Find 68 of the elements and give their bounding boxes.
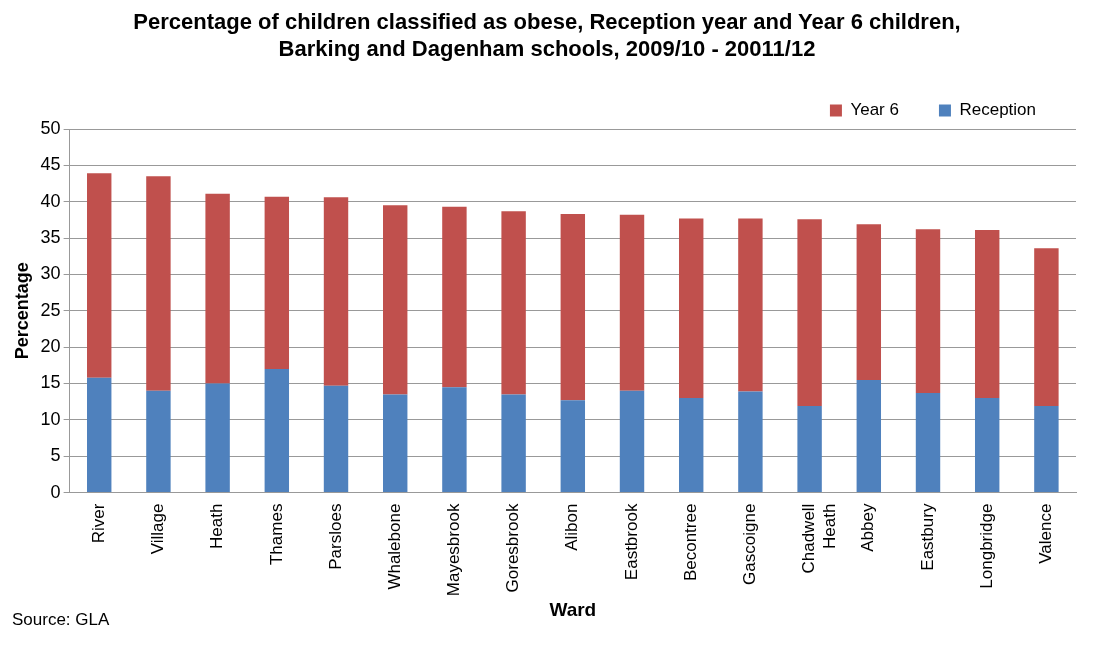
bar — [501, 394, 526, 493]
x-tick-label: Parsloes — [325, 503, 345, 570]
bar — [383, 394, 408, 493]
source-note: Source: GLA — [12, 610, 110, 630]
x-tick-label: Village — [148, 503, 168, 555]
bar — [679, 218, 704, 399]
bar — [501, 211, 526, 395]
bar — [619, 214, 645, 391]
y-tick-label: 50 — [40, 117, 61, 138]
bar — [323, 197, 349, 386]
x-tick-label: Eastbrook — [621, 503, 641, 581]
bar — [87, 377, 112, 493]
y-tick-label: 45 — [40, 154, 61, 175]
y-tick-label: 30 — [40, 263, 61, 284]
x-tick-label: Longbridge — [976, 503, 996, 589]
x-tick-label: Whalebone — [384, 503, 404, 590]
bar — [1034, 406, 1059, 493]
x-tick-label: Eastbury — [917, 503, 937, 571]
bar — [856, 224, 882, 380]
legend-label: Year 6 — [850, 100, 899, 120]
y-tick-label: 0 — [50, 481, 61, 502]
x-tick-label: Alibon — [562, 503, 582, 551]
bar — [619, 390, 645, 493]
bar — [560, 214, 586, 401]
bar — [915, 392, 941, 493]
y-axis-title: Percentage — [11, 262, 32, 360]
bar — [856, 379, 882, 493]
y-tick-label: 20 — [40, 336, 61, 357]
x-tick-label: Thames — [266, 503, 286, 566]
bar — [205, 193, 230, 384]
x-tick-label: Goresbrook — [503, 503, 523, 593]
bar — [205, 383, 230, 493]
bar — [974, 230, 1000, 399]
x-tick-label: Abbey — [858, 503, 878, 552]
x-tick-label: Chadwell Heath — [799, 503, 839, 574]
x-tick-label: Valence — [1036, 503, 1056, 564]
bar — [323, 385, 349, 493]
bar — [146, 390, 171, 493]
x-axis-title: Ward — [549, 598, 597, 620]
x-tick-label: Mayesbrook — [444, 503, 464, 597]
bar — [560, 400, 586, 493]
y-tick-label: 25 — [40, 299, 61, 320]
bar — [738, 391, 763, 493]
bar — [442, 387, 467, 493]
bar — [1034, 248, 1059, 407]
x-tick-label: River — [88, 503, 108, 544]
y-tick-label: 40 — [40, 190, 61, 211]
bar — [679, 398, 704, 493]
bar — [738, 218, 763, 392]
bar — [442, 206, 467, 388]
legend-label: Reception — [959, 100, 1037, 120]
chart-title: Percentage of children classified as obese, Reception year and Year 6 children, Barking and Dagenham schools, 2009/10 - 20011/12 — [132, 8, 962, 62]
y-tick-label: 35 — [40, 227, 61, 248]
y-tick-label: 15 — [40, 372, 61, 393]
bar — [87, 173, 112, 378]
y-tick-label: 5 — [50, 445, 61, 466]
x-tick-label: Heath — [207, 503, 227, 549]
x-tick-label: Becontree — [680, 503, 700, 582]
bar — [797, 406, 822, 493]
bar — [383, 205, 408, 395]
bar — [264, 368, 290, 493]
bar — [915, 229, 941, 393]
y-tick-label: 10 — [40, 408, 61, 429]
bar — [146, 176, 171, 391]
bar — [797, 219, 822, 407]
x-tick-label: Gascoigne — [740, 503, 760, 585]
bar — [264, 196, 290, 369]
bar — [974, 398, 1000, 493]
